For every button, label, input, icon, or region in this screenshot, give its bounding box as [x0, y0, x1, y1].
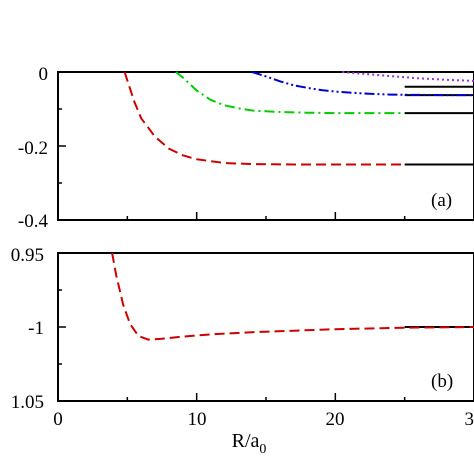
x-axis-label-main: R/a — [232, 430, 260, 452]
y-tick-label-b-2: 1.05 — [11, 392, 44, 413]
series-line-a-3 — [342, 71, 474, 82]
panel-b-marks — [57, 252, 474, 402]
x-axis-label-sub: 0 — [259, 442, 266, 457]
x-tick-label-3: 30 — [465, 409, 474, 430]
y-tick-label-a-1: -0.2 — [18, 138, 48, 159]
panel-label-b: (b) — [431, 371, 453, 392]
panel-a-marks — [57, 71, 474, 221]
y-tick-label-b-1: -1 — [28, 318, 44, 339]
panel-b: 0.95 -1 1.05 (b) 0 10 20 30 R/a0 — [11, 245, 474, 457]
x-tick-label-2: 20 — [326, 409, 345, 430]
series-line-a-0 — [123, 71, 405, 166]
panel-label-a: (a) — [431, 190, 452, 211]
y-tick-label-a-2: -0.4 — [18, 211, 49, 232]
series-line-b-0 — [111, 252, 474, 341]
x-tick-label-1: 10 — [188, 409, 207, 430]
x-tick-label-0: 0 — [53, 409, 63, 430]
y-tick-label-a-0: 0 — [39, 64, 49, 85]
panel-a: 0 -0.2 -0.4 (a) — [18, 64, 474, 232]
y-tick-label-b-0: 0.95 — [11, 245, 44, 266]
series-line-a-2 — [251, 71, 474, 97]
series-line-a-1 — [175, 71, 405, 115]
x-axis-label: R/a0 — [232, 430, 267, 457]
